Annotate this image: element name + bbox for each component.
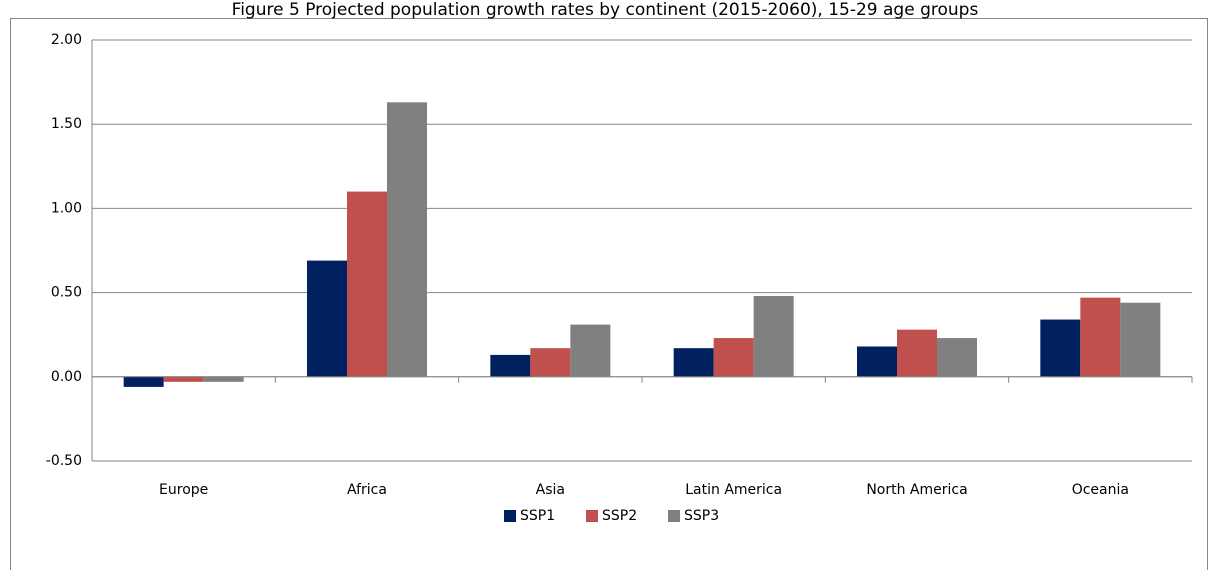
legend-label: SSP1	[520, 508, 555, 524]
x-tick-label: Latin America	[685, 482, 782, 498]
y-tick-label: 1.50	[51, 116, 82, 132]
legend-swatch	[504, 510, 516, 522]
bar	[490, 354, 531, 377]
bar	[347, 191, 387, 377]
legend-swatch	[586, 510, 598, 522]
bar	[713, 338, 754, 377]
x-tick-label: North America	[866, 482, 967, 498]
y-tick-label: -0.50	[46, 453, 82, 469]
chart-title: Figure 5 Projected population growth rat…	[232, 0, 979, 20]
bar	[123, 376, 164, 387]
bar	[937, 338, 977, 377]
legend-label: SSP3	[684, 508, 719, 524]
bar	[857, 346, 897, 377]
chart-border	[10, 18, 1208, 570]
bar	[203, 376, 244, 382]
bar	[1080, 297, 1121, 377]
x-tick-label: Asia	[536, 482, 565, 498]
x-tick-label: Oceania	[1072, 482, 1129, 498]
legend-swatch	[668, 510, 680, 522]
x-tick-label: Europe	[159, 482, 208, 498]
bar	[163, 376, 204, 382]
y-tick-label: 1.00	[51, 200, 82, 216]
bar	[307, 260, 347, 377]
bar	[530, 348, 571, 377]
bar	[1120, 302, 1161, 377]
bar	[1040, 319, 1081, 377]
bar	[753, 295, 794, 377]
bar	[387, 102, 427, 377]
legend-label: SSP2	[602, 508, 637, 524]
bar	[570, 324, 611, 377]
x-tick-label: Africa	[347, 482, 387, 498]
y-tick-label: 2.00	[51, 32, 82, 48]
bar	[897, 329, 937, 377]
bar	[673, 348, 714, 377]
y-tick-label: 0.50	[51, 285, 82, 301]
y-tick-label: 0.00	[51, 369, 82, 385]
